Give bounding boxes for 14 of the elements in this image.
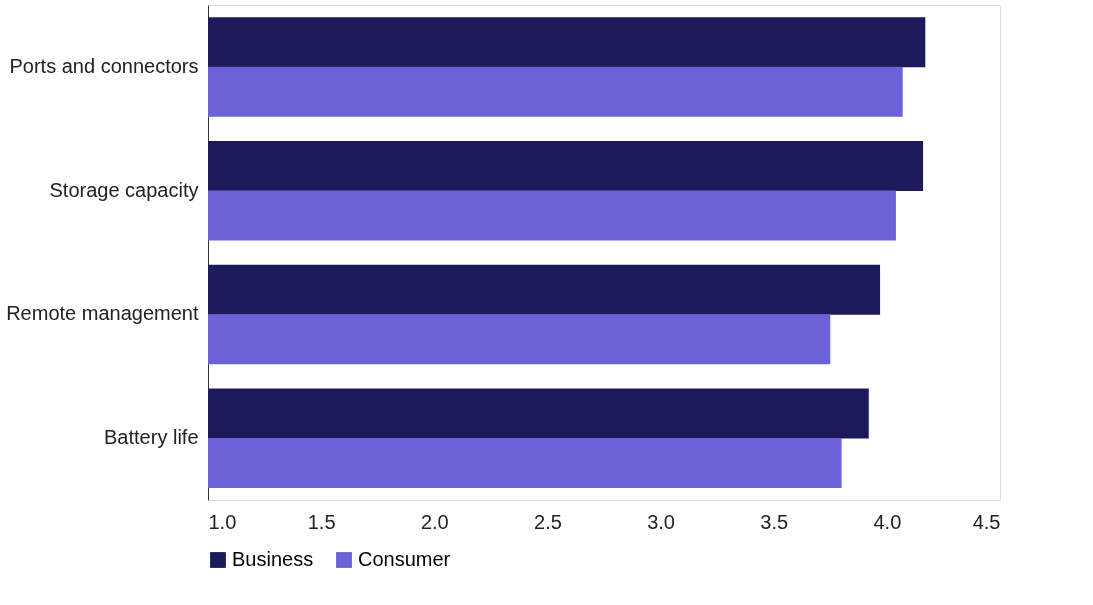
x-tick-label: 2.5 bbox=[534, 510, 562, 533]
x-tick-label: 4.0 bbox=[873, 510, 902, 533]
y-tick-label: Battery life bbox=[104, 426, 199, 449]
x-tick-label: 3.5 bbox=[760, 510, 789, 533]
y-tick-label: Storage capacity bbox=[49, 178, 199, 201]
x-tick-label: 1.0 bbox=[208, 510, 237, 533]
y-tick-label: Remote management bbox=[6, 302, 199, 325]
x-tick-label: 4.5 bbox=[972, 510, 1001, 533]
y-tick-label: Ports and connectors bbox=[9, 54, 199, 77]
x-tick-label: 1.5 bbox=[307, 510, 336, 533]
legend-label: Consumer bbox=[358, 548, 451, 570]
x-tick-label: 2.0 bbox=[420, 510, 449, 533]
x-tick-label: 3.0 bbox=[647, 510, 675, 533]
legend-label: Business bbox=[232, 548, 314, 570]
